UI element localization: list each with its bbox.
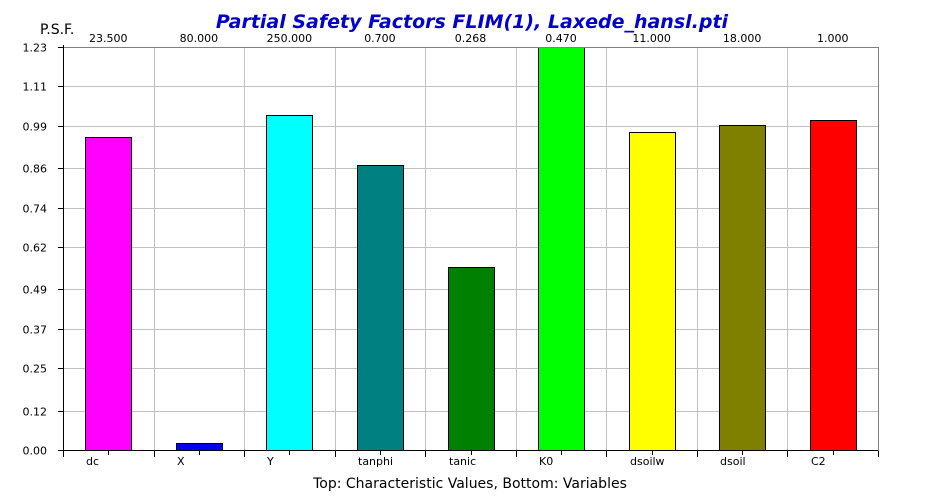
bars <box>85 47 857 451</box>
bar-dsoilw <box>629 132 676 451</box>
y-axis-label: P.S.F. <box>40 22 74 38</box>
bar-X <box>176 443 223 451</box>
y-tick-label: 0.62 <box>23 242 48 255</box>
bar-C2 <box>810 120 857 451</box>
category-label: C2 <box>811 455 826 468</box>
top-value-label: 1.000 <box>817 32 849 45</box>
category-label: K0 <box>539 455 553 468</box>
y-tick-label: 0.99 <box>23 121 48 134</box>
y-tick-label: 0.37 <box>23 324 48 337</box>
category-label: dsoil <box>720 455 746 468</box>
bar-tanphi <box>357 165 404 451</box>
y-tick-label: 0.74 <box>23 203 48 216</box>
axes: 0.00 0.12 0.25 0.37 0.49 0.62 0.74 0.86 0.99 1.11… <box>23 32 879 468</box>
category-label: dsoilw <box>630 455 665 468</box>
y-tick-label: 0.12 <box>23 406 48 419</box>
top-value-label: 0.268 <box>455 32 487 45</box>
top-value-label: 0.470 <box>545 32 577 45</box>
top-value-label: 18.000 <box>723 32 762 45</box>
category-label: X <box>177 455 185 468</box>
bar-dsoil <box>719 125 766 451</box>
x-axis-label: Top: Characteristic Values, Bottom: Vari… <box>312 476 627 492</box>
y-tick-label: 0.00 <box>23 445 48 458</box>
y-tick-label: 0.49 <box>23 284 48 297</box>
top-value-label: 11.000 <box>632 32 671 45</box>
chart-title: Partial Safety Factors FLIM(1), Laxede_h… <box>216 11 729 33</box>
top-value-label: 80.000 <box>180 32 219 45</box>
category-label: Y <box>266 455 274 468</box>
bar-K0 <box>538 47 585 451</box>
bar-dc <box>85 137 132 451</box>
category-label: dc <box>86 455 99 468</box>
y-tick-label: 1.11 <box>23 81 48 94</box>
top-value-label: 0.700 <box>364 32 396 45</box>
top-value-label: 250.000 <box>267 32 313 45</box>
category-label: tanphi <box>358 455 393 468</box>
y-tick-label: 0.86 <box>23 163 48 176</box>
top-value-label: 23.500 <box>89 32 128 45</box>
y-tick-label: 0.25 <box>23 363 48 376</box>
y-tick-label: 1.23 <box>23 42 48 55</box>
category-label: tanic <box>449 455 476 468</box>
bar-Y <box>266 115 313 451</box>
bar-tanic <box>448 267 495 451</box>
